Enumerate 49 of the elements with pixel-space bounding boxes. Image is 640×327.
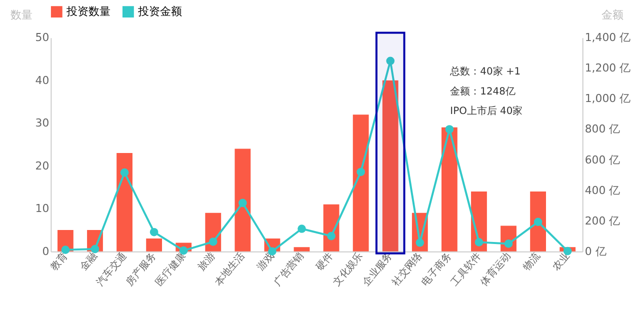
point bbox=[120, 168, 129, 177]
y-axis-title: 数量 bbox=[10, 8, 32, 22]
y2-tick-label: 400 亿 bbox=[584, 184, 620, 197]
point bbox=[416, 238, 424, 247]
point bbox=[238, 198, 247, 208]
annotation: 总数：40家 +1 bbox=[449, 65, 521, 78]
x-tick-label: 旅游 bbox=[196, 250, 218, 273]
y2-tick-label: 1,000 亿 bbox=[584, 92, 631, 106]
bar bbox=[146, 238, 162, 252]
y2-tick-label: 200 亿 bbox=[584, 214, 620, 228]
point bbox=[208, 238, 218, 246]
point bbox=[534, 218, 542, 226]
y-tick-label: 10 bbox=[35, 202, 50, 216]
annotation: 金额：1248亿 bbox=[450, 85, 516, 98]
point bbox=[150, 228, 158, 236]
y-tick-label: 50 bbox=[35, 31, 50, 44]
y2-tick-label: 600 亿 bbox=[584, 153, 620, 166]
y-tick-label: 0 bbox=[42, 244, 50, 258]
y2-tick-label: 800 亿 bbox=[584, 122, 620, 136]
bar bbox=[382, 80, 398, 252]
point bbox=[386, 56, 395, 66]
x-tick-label: 金融 bbox=[78, 250, 100, 273]
point bbox=[90, 244, 100, 254]
bar bbox=[234, 148, 251, 252]
y2-tick-label: 1,400 亿 bbox=[584, 31, 631, 44]
bar bbox=[294, 247, 310, 252]
y2-tick-label: 1,200 亿 bbox=[584, 62, 631, 75]
bar bbox=[530, 192, 546, 252]
y-tick-label: 20 bbox=[35, 159, 50, 172]
bar bbox=[352, 114, 369, 252]
x-tick-label: 农业 bbox=[550, 250, 572, 273]
point bbox=[356, 168, 365, 176]
y2-tick-label: 0 亿 bbox=[584, 244, 606, 258]
point bbox=[474, 238, 484, 246]
point bbox=[327, 232, 336, 240]
bar bbox=[441, 127, 458, 252]
x-tick-label: 物流 bbox=[520, 250, 543, 273]
y-tick-label: 40 bbox=[35, 74, 50, 87]
point bbox=[445, 125, 454, 134]
x-tick-label: 游戏 bbox=[254, 250, 277, 273]
y2-axis-title: 金额 bbox=[602, 8, 624, 22]
annotation: IPO上市后 40家 bbox=[450, 105, 523, 118]
bar bbox=[116, 153, 132, 252]
x-tick-label: 教育 bbox=[48, 250, 70, 273]
legend-label: 投资金额 bbox=[137, 4, 182, 18]
point bbox=[298, 224, 306, 233]
legend-label: 投资数量 bbox=[66, 4, 111, 18]
point bbox=[504, 240, 513, 248]
y-tick-label: 30 bbox=[35, 116, 50, 130]
